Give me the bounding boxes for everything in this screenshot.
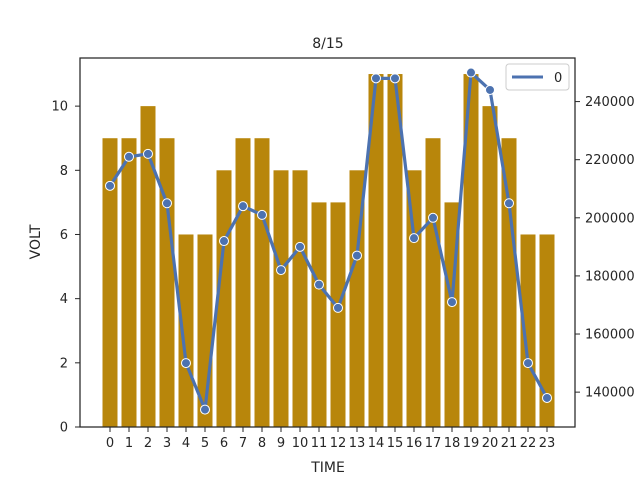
bar: [520, 234, 536, 427]
x-tick-label: 6: [220, 436, 228, 451]
line-point: [181, 358, 191, 369]
x-tick-label: 20: [482, 436, 499, 451]
bar: [254, 138, 270, 427]
bar: [387, 74, 403, 427]
line-point: [504, 198, 514, 209]
chart-title: 8/15: [312, 36, 343, 52]
legend: 0: [505, 63, 570, 91]
x-tick-label: 3: [163, 436, 171, 451]
x-tick-label: 18: [444, 436, 461, 451]
line-point: [466, 67, 476, 78]
line-point: [390, 73, 400, 84]
line-point: [352, 250, 362, 261]
x-tick-label: 17: [425, 436, 442, 451]
bar: [330, 202, 346, 427]
y-left-tick-label: 6: [60, 228, 68, 243]
bar: [539, 234, 555, 427]
line-point: [143, 148, 153, 159]
y-right-tick-label: 160000: [585, 328, 635, 343]
line-point: [238, 201, 248, 212]
y-right-tick-label: 180000: [585, 269, 635, 284]
x-tick-label: 13: [349, 436, 366, 451]
y-right-tick-label: 200000: [585, 211, 635, 226]
line-point: [200, 404, 210, 415]
x-tick-label: 10: [292, 436, 309, 451]
bar: [273, 170, 289, 427]
line-point: [295, 241, 305, 252]
x-tick-label: 7: [239, 436, 247, 451]
bar: [311, 202, 327, 427]
bars-layer: [102, 74, 555, 427]
x-tick-label: 9: [277, 436, 285, 451]
line-point: [219, 236, 229, 247]
x-tick-label: 16: [406, 436, 423, 451]
bar: [425, 138, 441, 427]
bar: [368, 74, 384, 427]
line-point: [447, 297, 457, 308]
y-left-tick-label: 4: [60, 292, 68, 307]
y-right-tick-label: 220000: [585, 153, 635, 168]
x-tick-label: 2: [144, 436, 152, 451]
line-point: [162, 198, 172, 209]
line-point: [314, 279, 324, 290]
x-tick-label: 23: [539, 436, 556, 451]
x-tick-label: 19: [463, 436, 480, 451]
x-tick-label: 22: [520, 436, 537, 451]
x-tick-label: 12: [330, 436, 347, 451]
bar: [482, 106, 498, 427]
bar: [121, 138, 137, 427]
x-tick-label: 5: [201, 436, 209, 451]
bar: [406, 170, 422, 427]
plot-frame: [79, 57, 576, 428]
bar: [463, 74, 479, 427]
line-point: [276, 265, 286, 276]
y-left-tick-label: 2: [60, 356, 68, 371]
x-tick-label: 15: [387, 436, 404, 451]
bar: [501, 138, 517, 427]
bar: [178, 234, 194, 427]
legend-label: 0: [554, 71, 562, 86]
x-tick-label: 14: [368, 436, 385, 451]
line-point: [333, 302, 343, 313]
y-left-tick-label: 10: [51, 100, 68, 115]
x-tick-label: 8: [258, 436, 266, 451]
x-axis-label: TIME: [310, 460, 345, 476]
y-right-tick-label: 240000: [585, 95, 635, 110]
bar: [159, 138, 175, 427]
bar: [235, 138, 251, 427]
x-tick-label: 0: [106, 436, 114, 451]
y-left-tick-label: 0: [60, 421, 68, 436]
y-axis-label: VOLT: [28, 224, 44, 259]
x-tick-label: 4: [182, 436, 190, 451]
line-point: [523, 358, 533, 369]
y-right-tick-label: 140000: [585, 386, 635, 401]
y-axis-right-ticks: 140000 160000 180000 200000 220000 240000: [575, 95, 635, 401]
bar: [102, 138, 118, 427]
line-point: [428, 212, 438, 223]
line-point: [124, 151, 134, 162]
y-axis-left-ticks: 0 2 4 6 8 10: [51, 100, 80, 436]
line-point: [542, 392, 552, 403]
bar: [292, 170, 308, 427]
line-point: [485, 84, 495, 95]
x-tick-label: 21: [501, 436, 518, 451]
series-line: [108, 70, 549, 412]
line-layer: [105, 67, 552, 415]
line-point: [371, 73, 381, 84]
x-tick-label: 11: [311, 436, 328, 451]
y-left-tick-label: 8: [60, 164, 68, 179]
x-tick-label: 1: [125, 436, 133, 451]
line-point: [409, 233, 419, 244]
bar: [140, 106, 156, 427]
line-point: [257, 209, 267, 220]
x-axis-ticks: 0 1 2 3 4 5 6 7 8 9 10 11 12 13 14 15 16 17 18 19 20 21 22 23: [106, 427, 555, 451]
line-point: [105, 180, 115, 191]
